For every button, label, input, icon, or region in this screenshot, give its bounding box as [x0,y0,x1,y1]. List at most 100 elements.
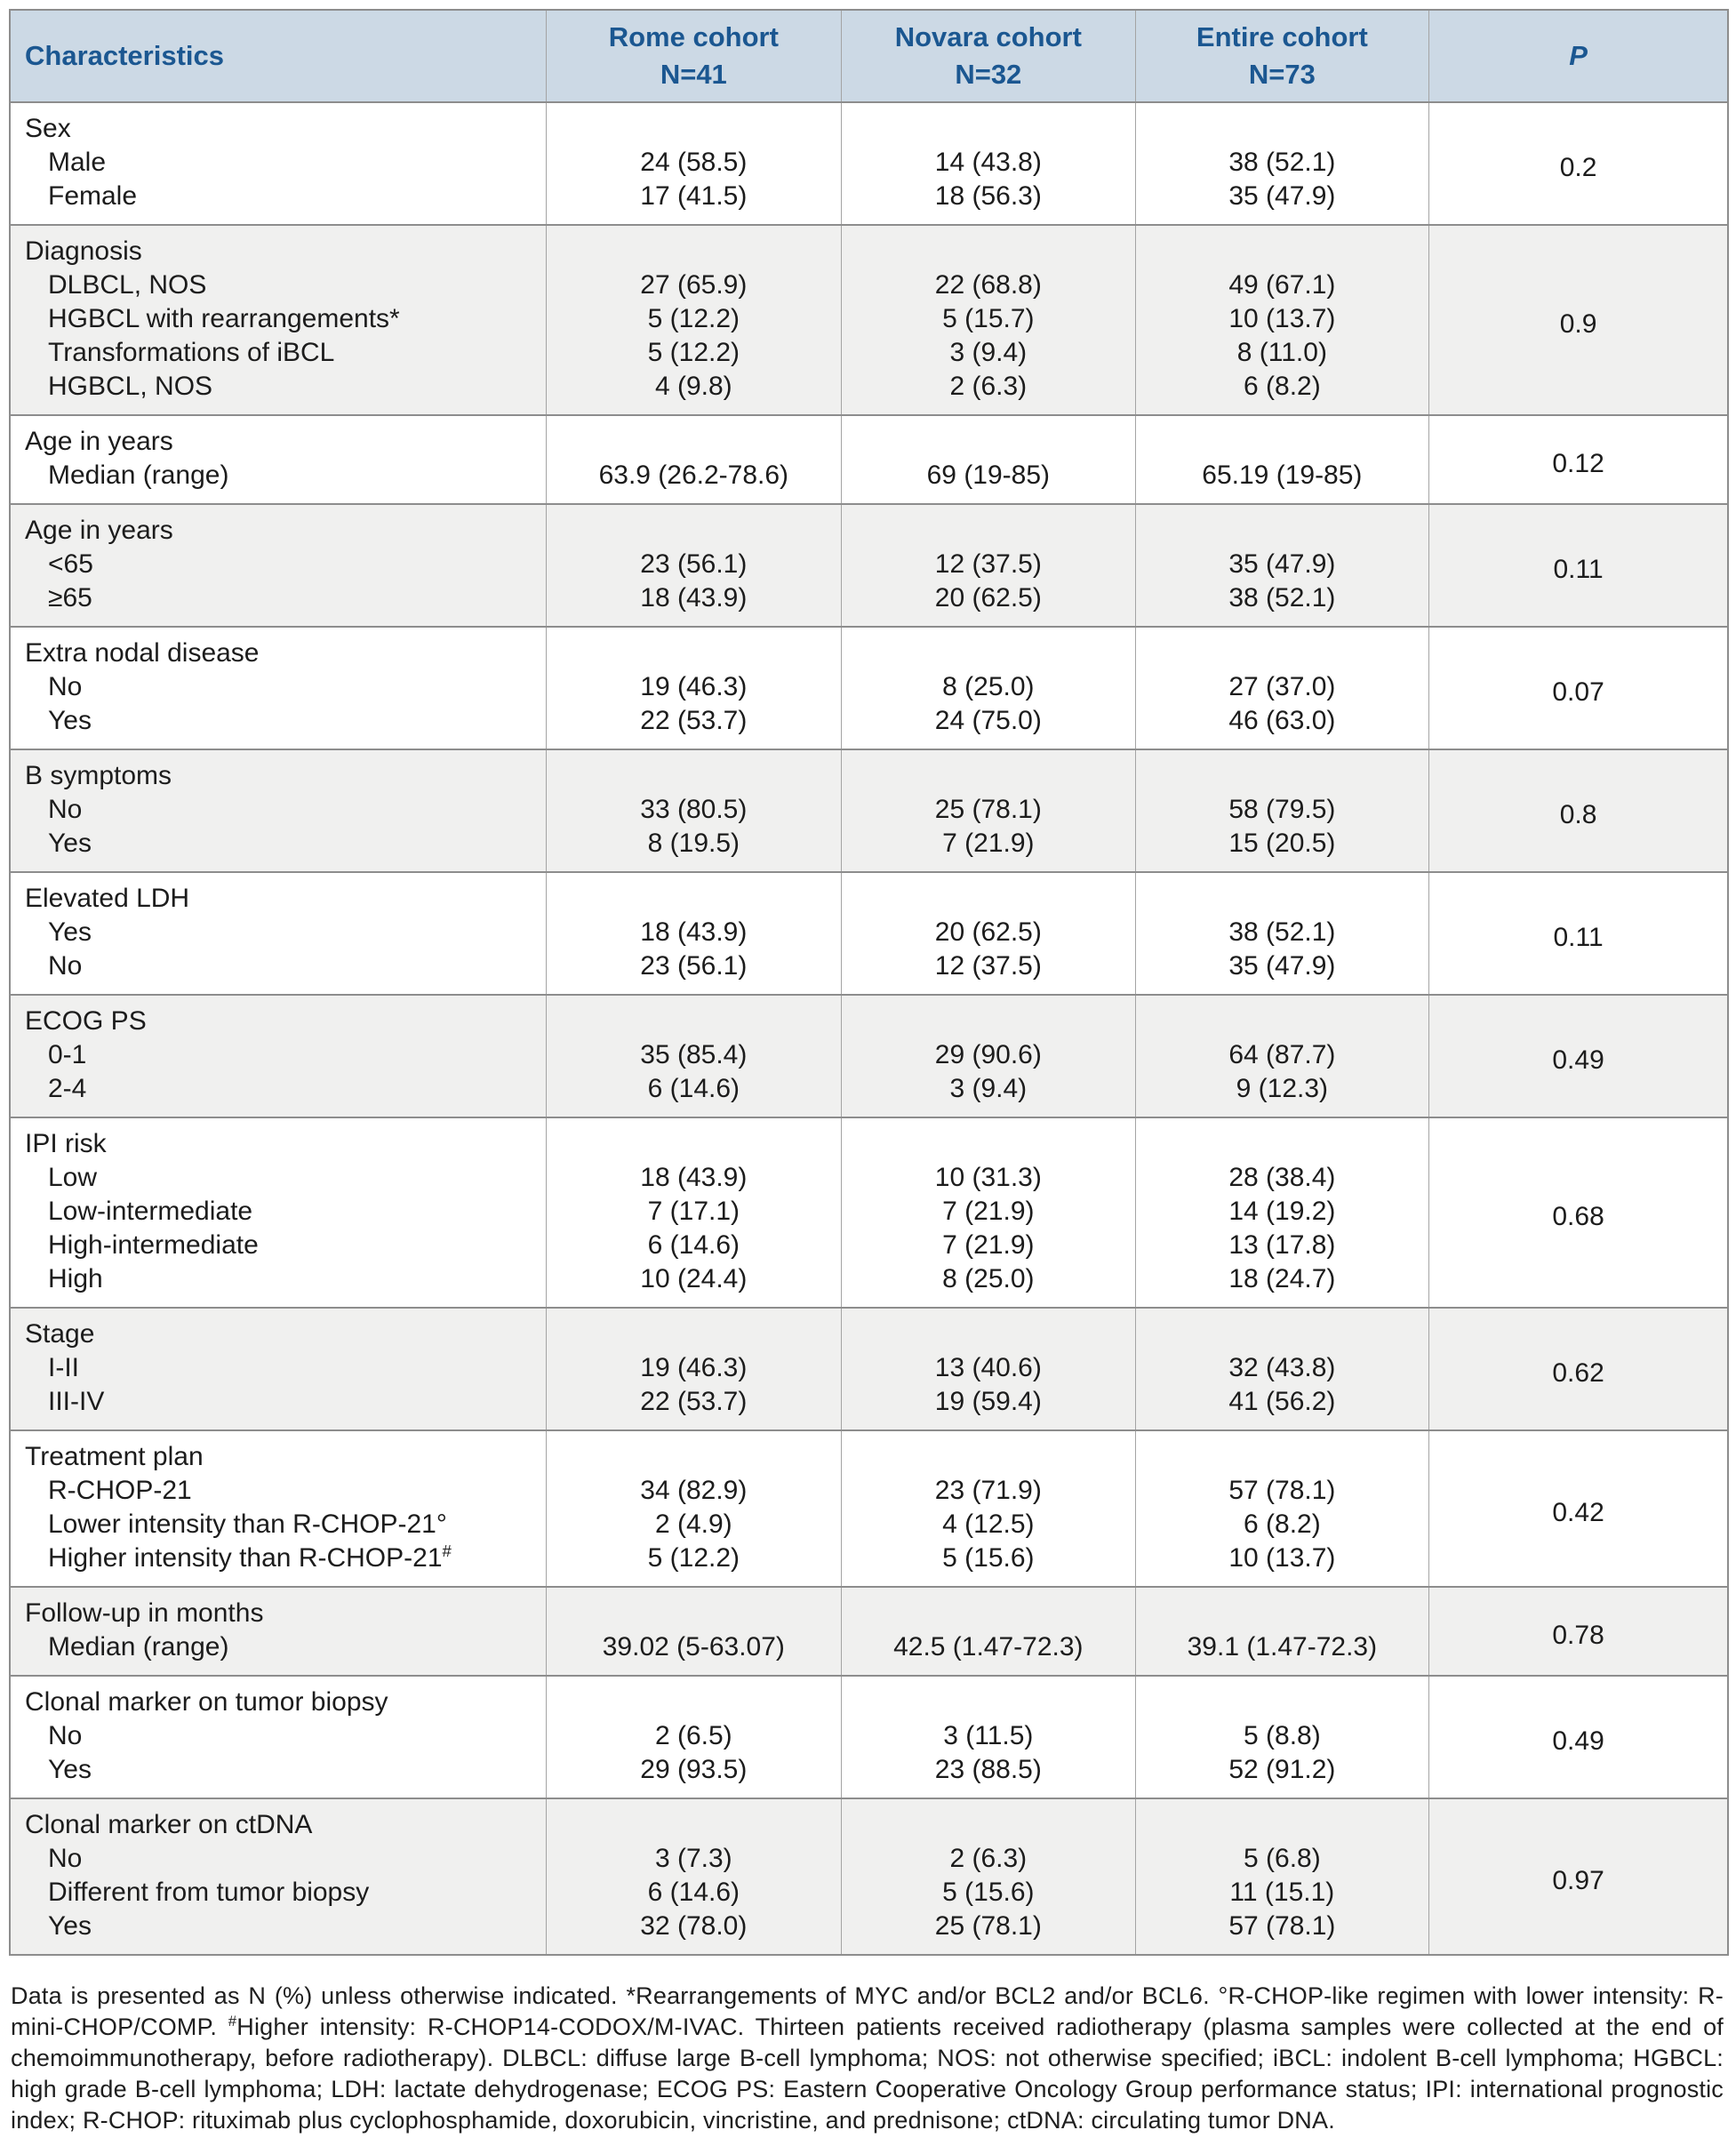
value-cell: 3 (9.4) [841,1072,1136,1117]
row-label-cell: No [10,1842,547,1876]
row-label-cell: Median (range) [10,459,547,504]
row-label-cell: Yes [10,827,547,872]
data-row: Female 17 (41.5) 18 (56.3) 35 (47.9) [10,180,1728,225]
data-row: No 23 (56.1) 12 (37.5) 35 (47.9) [10,949,1728,995]
value-cell: 63.9 (26.2-78.6) [545,459,842,504]
value-cell: 29 (93.5) [545,1753,842,1798]
col-header-p-value: P [1428,10,1728,103]
row-label-cell: HGBCL with rearrangements* [10,302,547,336]
data-row: DLBCL, NOS 27 (65.9) 22 (68.8) 49 (67.1) [10,268,1728,302]
group-row: Clonal marker on ctDNA 0.97 [10,1798,1728,1955]
value-cell: 32 (43.8) [1134,1351,1429,1385]
value-cell: 27 (65.9) [545,268,842,302]
col-header-label: Rome cohort [608,21,779,52]
value-cell: 18 (43.9) [545,916,842,949]
p-value-cell: 0.68 [1428,1117,1728,1308]
row-label-cell: 0-1 [10,1038,547,1072]
value-cell: 35 (85.4) [545,1038,842,1072]
row-label-cell: HGBCL, NOS [10,370,547,415]
value-cell: 24 (58.5) [545,146,842,180]
data-row: HGBCL with rearrangements* 5 (12.2) 5 (15.… [10,302,1728,336]
row-label-cell: Yes [10,1910,547,1955]
group-row: Follow-up in months 0.78 [10,1586,1728,1676]
value-cell: 39.1 (1.47-72.3) [1134,1630,1429,1676]
value-cell: 22 (68.8) [841,268,1136,302]
group-row: Diagnosis 0.9 [10,224,1728,415]
row-label-cell: Yes [10,704,547,749]
value-cell: 22 (53.7) [545,1385,842,1430]
row-label-cell: Female [10,180,547,225]
value-cell: 10 (13.7) [1134,302,1429,336]
row-label-cell: High-intermediate [10,1229,547,1262]
group-row: B symptoms 0.8 [10,749,1728,872]
group-label-cell: Age in years [10,414,547,459]
row-label-cell: No [10,1719,547,1753]
data-row: 0-1 35 (85.4) 29 (90.6) 64 (87.7) [10,1038,1728,1072]
value-cell: 7 (21.9) [841,1229,1136,1262]
value-cell: 10 (24.4) [545,1262,842,1308]
col-header-n: N=73 [1248,59,1316,90]
value-cell: 17 (41.5) [545,180,842,225]
value-cell: 39.02 (5-63.07) [545,1630,842,1676]
p-value-cell: 0.9 [1428,224,1728,415]
value-cell: 5 (12.2) [545,336,842,370]
value-cell: 23 (71.9) [841,1474,1136,1508]
row-label-cell: Male [10,146,547,180]
value-cell [545,749,842,793]
value-cell: 23 (88.5) [841,1753,1136,1798]
value-cell: 18 (43.9) [545,1161,842,1195]
value-cell [545,871,842,916]
value-cell: 18 (56.3) [841,180,1136,225]
data-row: Different from tumor biopsy 6 (14.6) 5 (15… [10,1876,1728,1910]
data-row: No 19 (46.3) 8 (25.0) 27 (37.0) [10,670,1728,704]
value-cell: 5 (6.8) [1134,1842,1429,1876]
value-cell: 12 (37.5) [841,548,1136,581]
value-cell [1134,1307,1429,1351]
value-cell [841,749,1136,793]
col-header-rome-cohort: Rome cohort N=41 [545,10,842,103]
value-cell: 20 (62.5) [841,916,1136,949]
col-header-label: Characteristics [25,40,225,71]
data-row: <65 23 (56.1) 12 (37.5) 35 (47.9) [10,548,1728,581]
value-cell [1134,994,1429,1038]
value-cell [1134,1675,1429,1719]
value-cell: 8 (19.5) [545,827,842,872]
data-row: 2-4 6 (14.6) 3 (9.4) 9 (12.3) [10,1072,1728,1117]
value-cell: 5 (12.2) [545,302,842,336]
value-cell: 13 (17.8) [1134,1229,1429,1262]
data-row: Lower intensity than R-CHOP-21° 2 (4.9) 4 … [10,1508,1728,1541]
value-cell: 11 (15.1) [1134,1876,1429,1910]
value-cell [545,994,842,1038]
group-label-cell: Extra nodal disease [10,626,547,670]
value-cell: 42.5 (1.47-72.3) [841,1630,1136,1676]
data-row: Median (range) 63.9 (26.2-78.6) 69 (19-85)… [10,459,1728,504]
data-row: R-CHOP-21 34 (82.9) 23 (71.9) 57 (78.1) [10,1474,1728,1508]
value-cell [1134,101,1429,146]
p-value-cell: 0.07 [1428,626,1728,749]
value-cell: 38 (52.1) [1134,916,1429,949]
value-cell: 25 (78.1) [841,1910,1136,1955]
group-label-cell: Stage [10,1307,547,1351]
p-value-cell: 0.8 [1428,749,1728,872]
footnote-text: Higher intensity: R-CHOP14-CODOX/M-IVAC.… [11,2014,1724,2134]
value-cell [1134,749,1429,793]
superscript-marker: # [442,1541,452,1560]
row-label-cell: Higher intensity than R-CHOP-21# [10,1541,547,1587]
value-cell [545,414,842,459]
data-row: Yes 18 (43.9) 20 (62.5) 38 (52.1) [10,916,1728,949]
value-cell: 15 (20.5) [1134,827,1429,872]
col-header-novara-cohort: Novara cohort N=32 [841,10,1136,103]
value-cell [841,1117,1136,1161]
group-row: Elevated LDH 0.11 [10,871,1728,995]
value-cell [841,871,1136,916]
group-label-cell: Sex [10,101,547,146]
group-label-cell: Clonal marker on ctDNA [10,1798,547,1842]
value-cell: 22 (53.7) [545,704,842,749]
row-label-cell: High [10,1262,547,1308]
row-label-cell: I-II [10,1351,547,1385]
group-row: Age in years 0.12 [10,414,1728,504]
value-cell: 4 (9.8) [545,370,842,415]
value-cell [1134,871,1429,916]
header-row: Characteristics Rome cohort N=41 Novara … [10,10,1728,103]
